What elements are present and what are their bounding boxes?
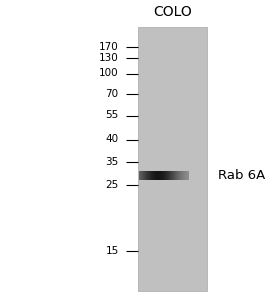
Bar xyxy=(184,171,185,180)
Bar xyxy=(147,171,148,180)
Bar xyxy=(181,171,182,180)
Bar xyxy=(158,171,159,180)
Text: 15: 15 xyxy=(105,245,119,256)
Bar xyxy=(188,171,189,180)
Bar xyxy=(171,171,172,180)
Bar xyxy=(174,171,175,180)
Bar xyxy=(179,171,180,180)
Bar xyxy=(172,171,173,180)
Text: 55: 55 xyxy=(105,110,119,121)
Bar xyxy=(154,171,155,180)
Bar xyxy=(157,171,158,180)
Bar xyxy=(168,171,169,180)
Bar xyxy=(181,171,182,180)
Bar xyxy=(161,171,162,180)
Bar xyxy=(185,171,186,180)
Bar xyxy=(186,171,187,180)
Bar xyxy=(139,171,140,180)
Bar xyxy=(171,171,172,180)
Bar xyxy=(166,171,167,180)
Bar xyxy=(143,171,144,180)
Bar xyxy=(178,171,179,180)
Bar xyxy=(182,171,183,180)
Bar xyxy=(177,171,178,180)
Bar xyxy=(153,171,154,180)
Bar xyxy=(173,171,174,180)
Bar xyxy=(156,171,157,180)
Bar xyxy=(170,171,171,180)
Bar xyxy=(150,171,151,180)
Bar xyxy=(161,171,162,180)
Bar xyxy=(151,171,152,180)
Bar xyxy=(149,171,150,180)
Bar xyxy=(163,171,164,180)
Bar xyxy=(158,171,159,180)
Bar xyxy=(180,171,181,180)
Text: 40: 40 xyxy=(105,134,119,145)
Text: 35: 35 xyxy=(105,157,119,167)
Text: 70: 70 xyxy=(105,89,119,100)
Bar xyxy=(187,171,188,180)
Bar xyxy=(186,171,187,180)
Bar xyxy=(146,171,147,180)
Bar xyxy=(148,171,149,180)
Bar xyxy=(176,171,177,180)
Bar xyxy=(183,171,184,180)
Bar xyxy=(143,171,144,180)
Bar xyxy=(176,171,177,180)
Text: 130: 130 xyxy=(99,53,119,64)
Bar xyxy=(185,171,186,180)
Bar xyxy=(155,171,156,180)
Text: 25: 25 xyxy=(105,179,119,190)
Bar xyxy=(142,171,143,180)
Text: COLO: COLO xyxy=(153,5,192,20)
Text: 170: 170 xyxy=(99,41,119,52)
Bar xyxy=(152,171,153,180)
Bar xyxy=(165,171,166,180)
Bar xyxy=(188,171,189,180)
Bar xyxy=(144,171,145,180)
Bar xyxy=(163,171,164,180)
Bar xyxy=(178,171,179,180)
Bar xyxy=(153,171,154,180)
Bar xyxy=(149,171,150,180)
Bar xyxy=(148,171,149,180)
Bar xyxy=(146,171,147,180)
Bar xyxy=(159,171,160,180)
Bar xyxy=(138,27,207,291)
Bar xyxy=(140,171,141,180)
Bar xyxy=(162,171,163,180)
Bar xyxy=(151,171,152,180)
Bar xyxy=(183,171,184,180)
Bar xyxy=(175,171,176,180)
Bar xyxy=(141,171,142,180)
Bar xyxy=(169,171,170,180)
Bar xyxy=(154,171,155,180)
Bar xyxy=(173,171,174,180)
Text: 100: 100 xyxy=(99,68,119,79)
Bar xyxy=(168,171,169,180)
Bar xyxy=(141,171,142,180)
Bar xyxy=(167,171,168,180)
Bar xyxy=(164,171,165,180)
Bar xyxy=(166,171,167,180)
Bar xyxy=(156,171,157,180)
Bar xyxy=(144,171,145,180)
Text: Rab 6A: Rab 6A xyxy=(218,169,265,182)
Bar xyxy=(140,171,141,180)
Bar xyxy=(145,171,146,180)
Bar xyxy=(160,171,161,180)
